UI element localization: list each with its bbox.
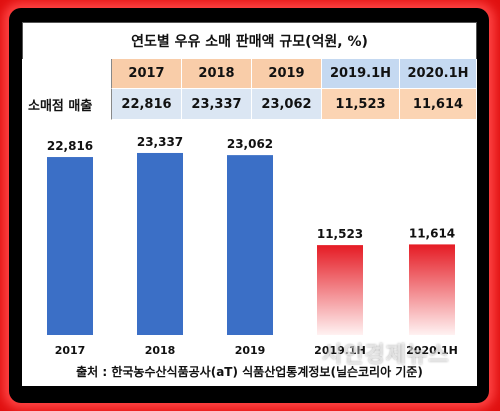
x-tick-label-2018: 2018 <box>145 344 176 357</box>
source-footnote: 출처 : 한국농수산식품공사(aT) 식품산업통계정보(닐슨코리아 기준) <box>76 365 423 379</box>
bar-2020-1h <box>409 244 455 335</box>
data-label-2018: 23,337 <box>137 135 183 149</box>
data-label-2019-1h: 11,523 <box>317 227 363 241</box>
bar-2019 <box>227 155 273 335</box>
header-cell-2019-1h: 2019.1H <box>322 59 400 89</box>
bar-chart: 22,816 2017 23,337 2018 23,062 2019 11,523 2019… <box>47 135 458 357</box>
value-cell-2018: 23,337 <box>182 89 252 120</box>
row-label: 소매점 매출 <box>22 89 112 120</box>
value-cell-2017: 22,816 <box>112 89 182 120</box>
value-cell-2020-1h: 11,614 <box>400 89 477 120</box>
x-tick-label-2019: 2019 <box>235 344 266 357</box>
bar-2018 <box>137 152 183 335</box>
header-cell-2020-1h: 2020.1H <box>400 59 477 89</box>
table-corner-cell <box>22 59 112 89</box>
data-label-2017: 22,816 <box>47 139 93 153</box>
value-cell-2019: 23,062 <box>252 89 322 120</box>
x-tick-label-2020-1h: 2020.1H <box>406 344 458 357</box>
header-cell-2019: 2019 <box>252 59 322 89</box>
bar-2019-1h <box>317 245 363 335</box>
x-tick-label-2017: 2017 <box>55 344 86 357</box>
value-cell-2019-1h: 11,523 <box>322 89 400 120</box>
data-label-2019: 23,062 <box>227 137 273 151</box>
chart-title: 연도별 우유 소매 판매액 규모(억원, %) <box>22 22 477 60</box>
table-value-row: 소매점 매출 22,816 23,337 23,062 11,523 11,61… <box>22 89 477 120</box>
chart-panel: 연도별 우유 소매 판매액 규모(억원, %) 2017 2018 2019 2… <box>22 22 477 386</box>
bar-2017 <box>47 157 93 335</box>
data-label-2020-1h: 11,614 <box>409 226 455 240</box>
header-cell-2018: 2018 <box>182 59 252 89</box>
table-header-row: 2017 2018 2019 2019.1H 2020.1H <box>22 59 477 89</box>
header-cell-2017: 2017 <box>112 59 182 89</box>
x-tick-label-2019-1h: 2019.1H <box>314 344 366 357</box>
